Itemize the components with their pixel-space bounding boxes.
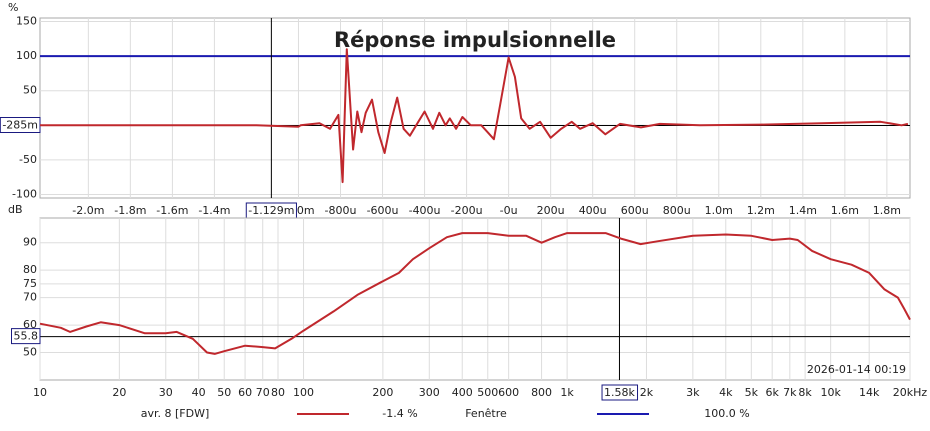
x-tick-label: 400u — [579, 204, 607, 217]
x-tick-label: -1.4m — [198, 204, 230, 217]
x-tick-label: 70 — [256, 386, 270, 399]
x-tick-label: -1.6m — [156, 204, 188, 217]
x-tick-label: -0u — [500, 204, 518, 217]
x-tick-label: 1.4m — [789, 204, 817, 217]
cursor-label: 1.58k — [604, 386, 635, 399]
x-tick-label: 7k — [783, 386, 797, 399]
y-tick-label: 75 — [23, 277, 37, 290]
cursor-label-box — [11, 328, 41, 345]
y-tick-label: 150 — [16, 14, 37, 27]
x-tick-label: -1.8m — [114, 204, 146, 217]
x-tick-label: 4k — [719, 386, 733, 399]
x-tick-label: 600 — [498, 386, 519, 399]
cursor-label: -285m — [2, 119, 38, 132]
legend-name: Fenêtre — [465, 407, 507, 420]
y-tick-label: 60 — [23, 318, 37, 331]
x-tick-label: 1.0m — [705, 204, 733, 217]
cursor-label: 55.8 — [14, 330, 39, 343]
x-tick-label: 30 — [159, 386, 173, 399]
y-tick-label: -50 — [19, 153, 37, 166]
y-tick-label: 100 — [16, 49, 37, 62]
x-tick-label: 200u — [537, 204, 565, 217]
x-tick-label: 200 — [372, 386, 393, 399]
x-tick-label: -600u — [367, 204, 399, 217]
y-tick-label: 80 — [23, 263, 37, 276]
series-line — [40, 48, 909, 184]
x-tick-label: 14k — [859, 386, 880, 399]
x-tick-label: 1.8m — [873, 204, 901, 217]
series-line — [39, 232, 911, 355]
x-tick-label: -400u — [409, 204, 441, 217]
x-tick-label: 50 — [217, 386, 231, 399]
cursor-label: -1.129m — [248, 204, 294, 217]
x-tick-label: 600u — [621, 204, 649, 217]
x-tick-label: 10k — [820, 386, 841, 399]
x-tick-label: 400 — [452, 386, 473, 399]
legend-value: 100.0 % — [704, 407, 749, 420]
x-tick-label: -200u — [451, 204, 483, 217]
x-tick-label: 20kHz — [893, 386, 928, 399]
y-axis-unit: % — [8, 1, 18, 14]
x-tick-label: 80 — [271, 386, 285, 399]
x-tick-label: 500 — [477, 386, 498, 399]
x-tick-label: 8k — [798, 386, 812, 399]
x-tick-label: 800u — [663, 204, 691, 217]
legend-value: -1.4 % — [382, 407, 417, 420]
timestamp: 2026-01-14 00:19 — [807, 363, 906, 376]
x-tick-label: 10 — [33, 386, 47, 399]
x-tick-label: 20 — [112, 386, 126, 399]
y-tick-label: 90 — [23, 236, 37, 249]
x-tick-label: 800 — [531, 386, 552, 399]
plot-area — [39, 17, 911, 199]
x-tick-label: 1.2m — [747, 204, 775, 217]
x-tick-label: 40 — [192, 386, 206, 399]
x-tick-label: 100 — [293, 386, 314, 399]
x-tick-label: 1k — [560, 386, 574, 399]
x-tick-label: 1.6m — [831, 204, 859, 217]
x-tick-label: 60 — [238, 386, 252, 399]
chart-title: Réponse impulsionnelle — [334, 28, 616, 52]
x-tick-label: -800u — [325, 204, 357, 217]
x-tick-label: 3k — [686, 386, 700, 399]
y-tick-label: 50 — [23, 346, 37, 359]
y-axis-unit: dB — [8, 203, 23, 216]
x-tick-label: 300 — [419, 386, 440, 399]
y-tick-label: 70 — [23, 291, 37, 304]
y-tick-label: -100 — [12, 188, 37, 201]
x-tick-label: 5k — [745, 386, 759, 399]
x-tick-label: 6k — [766, 386, 780, 399]
x-tick-label: 2k — [640, 386, 654, 399]
cursor-label-box — [601, 384, 639, 401]
y-tick-label: 50 — [23, 84, 37, 97]
x-tick-label: -2.0m — [72, 204, 104, 217]
legend-name: avr. 8 [FDW] — [141, 407, 210, 420]
